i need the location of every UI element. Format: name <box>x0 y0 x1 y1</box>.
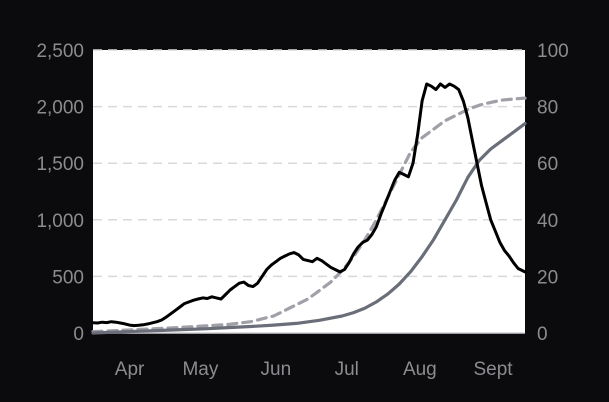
x-tick-label: Apr <box>115 359 145 380</box>
x-tick-label: Jul <box>335 359 359 380</box>
x-tick-label: Aug <box>403 359 437 380</box>
series-line-1 <box>91 96 527 334</box>
y2-tick-label: 80 <box>537 98 558 119</box>
y-tick-label: 1,500 <box>36 154 84 175</box>
series-line-0 <box>91 82 527 328</box>
y-tick-label: 2,500 <box>36 41 84 62</box>
y2-tick-label: 20 <box>537 267 558 288</box>
left-y-axis: 0 500 1,000 1,500 2,000 2,500 <box>36 41 84 345</box>
series-line-2 <box>91 122 527 335</box>
x-tick-label: Jun <box>261 359 292 380</box>
grid-lines <box>93 49 525 278</box>
series-layer <box>91 82 527 335</box>
plot-background <box>93 50 525 333</box>
y-tick-label: 1,000 <box>36 211 84 232</box>
y-tick-label: 2,000 <box>36 98 84 119</box>
x-tick-label: May <box>182 359 218 380</box>
y2-tick-label: 60 <box>537 154 558 175</box>
x-axis: Apr May Jun Jul Aug Sept <box>115 359 513 380</box>
y-tick-label: 500 <box>52 267 84 288</box>
y2-tick-label: 40 <box>537 211 558 232</box>
y2-tick-label: 0 <box>537 324 548 345</box>
y-tick-label: 0 <box>73 324 84 345</box>
x-tick-label: Sept <box>473 359 513 380</box>
y2-tick-label: 100 <box>537 41 569 62</box>
right-y-axis: 0 20 40 60 80 100 <box>537 41 569 345</box>
